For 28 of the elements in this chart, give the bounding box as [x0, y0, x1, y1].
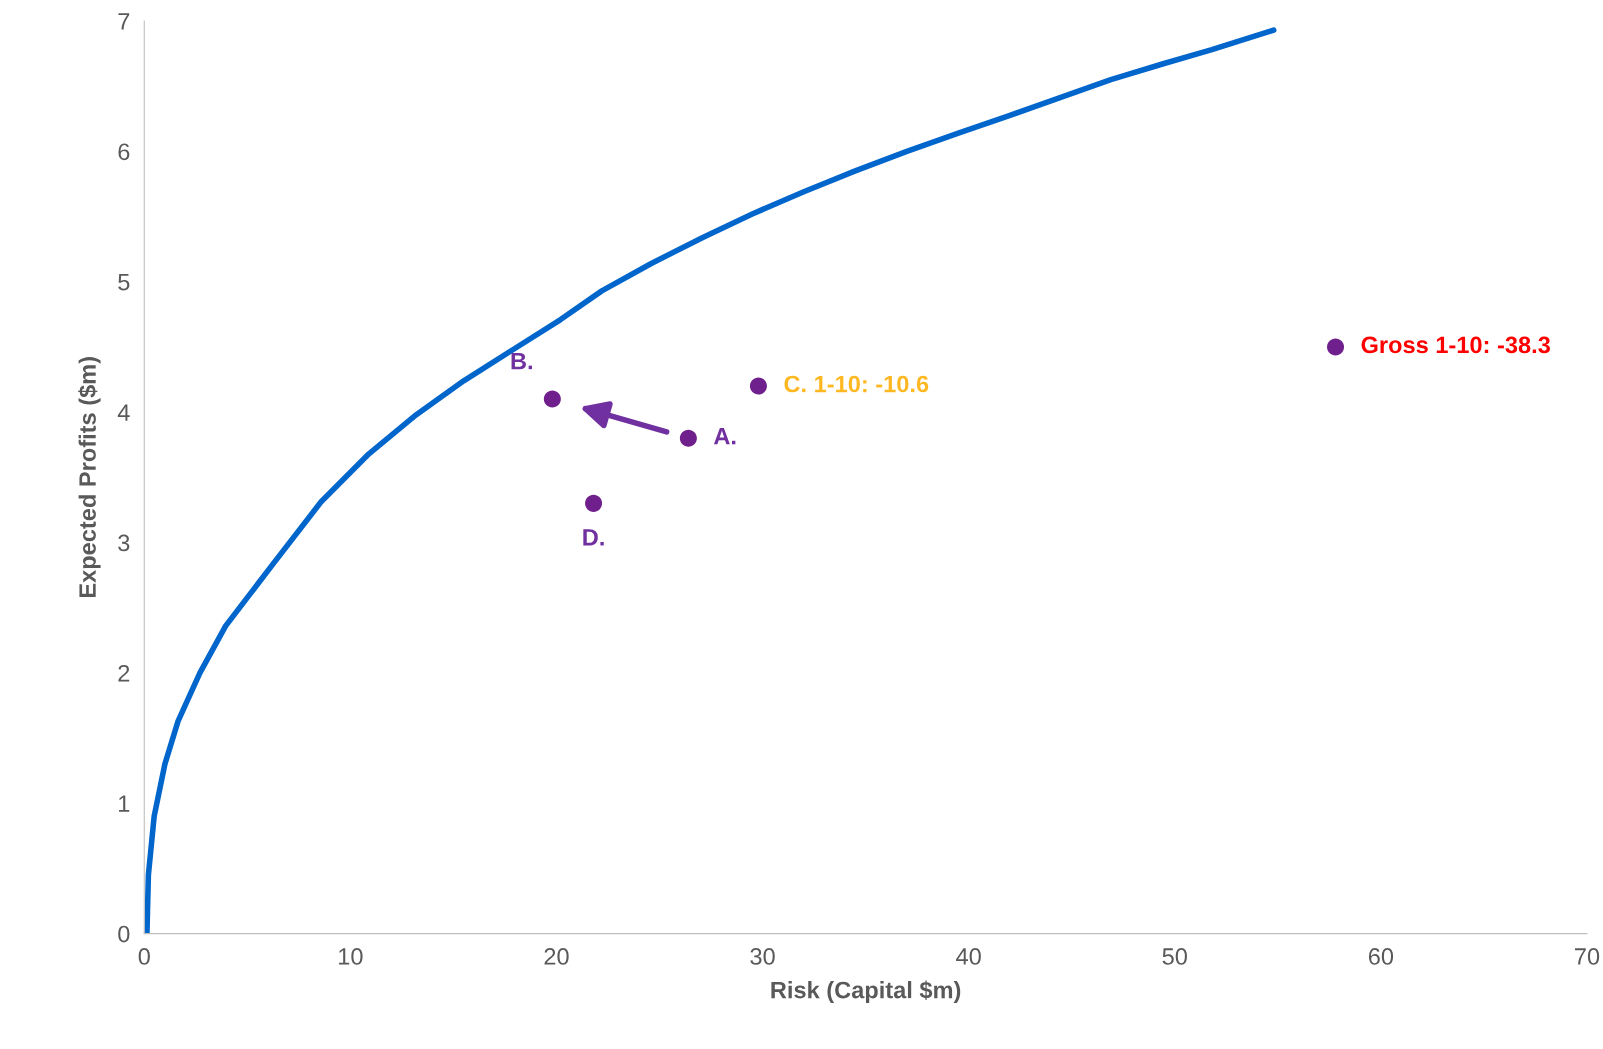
y-axis-title: Expected Profits ($m) — [78, 357, 101, 598]
point — [679, 429, 697, 447]
x-tick-label: 10 — [339, 948, 363, 965]
point — [749, 377, 767, 395]
point — [543, 390, 561, 408]
x-tick-label: 60 — [1368, 948, 1394, 965]
y-tick-label: 7 — [118, 13, 130, 30]
y-tick-label: 1 — [119, 795, 130, 812]
x-axis-title: Risk (Capital $m) — [771, 980, 961, 1004]
annotation: D. — [583, 529, 604, 546]
x-tick-label: 50 — [1162, 948, 1187, 965]
y-tick-label: 6 — [118, 143, 130, 161]
y-tick-label: 2 — [118, 664, 130, 682]
x-tick-label: 20 — [544, 948, 569, 965]
x-tick-label: 70 — [1575, 948, 1600, 965]
y-tick-label: 3 — [118, 534, 130, 552]
point — [585, 494, 603, 512]
annotation: Gross 1-10: -38.3 — [1361, 336, 1550, 354]
annotation: B. — [511, 352, 532, 370]
y-tick-label: 0 — [118, 925, 130, 943]
y-tick-label: 4 — [117, 404, 130, 421]
y-tick-label: 5 — [118, 274, 130, 291]
annotation: C. 1-10: -10.6 — [784, 375, 929, 393]
point — [1327, 338, 1345, 356]
x-tick-label: 30 — [750, 948, 775, 965]
x-tick-label: 40 — [956, 948, 981, 965]
annotation: A. — [713, 428, 736, 445]
x-tick-label: 0 — [138, 948, 150, 965]
